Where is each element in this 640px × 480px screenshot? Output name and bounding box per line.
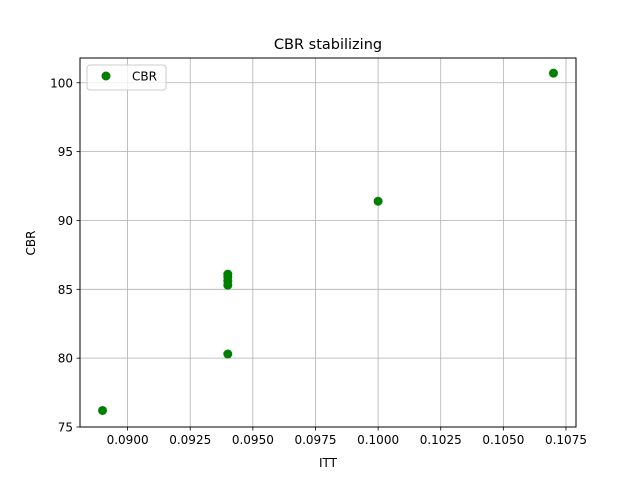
y-tick-label: 75 <box>58 421 73 435</box>
x-tick-label: 0.0900 <box>107 433 149 447</box>
data-points <box>98 68 558 415</box>
x-tick-label: 0.1025 <box>420 433 462 447</box>
plot-frame <box>79 57 577 428</box>
plot-area <box>80 58 576 427</box>
y-tick-label: 80 <box>58 352 73 366</box>
x-axis-label: ITT <box>319 456 338 470</box>
legend-box <box>86 64 167 91</box>
x-tick-label: 0.1000 <box>357 433 399 447</box>
data-point <box>223 269 233 279</box>
y-axis-label: CBR <box>24 231 38 256</box>
data-point <box>223 349 233 359</box>
x-tick-label: 0.0975 <box>294 433 336 447</box>
x-tick-label: 0.1050 <box>482 433 524 447</box>
data-point <box>548 68 558 78</box>
x-tick-label: 0.0925 <box>169 433 211 447</box>
y-axis-ticks: 75 80 85 90 95 100 <box>50 76 80 435</box>
y-tick-label: 100 <box>50 76 73 90</box>
x-tick-label: 0.0950 <box>232 433 274 447</box>
y-tick-label: 90 <box>58 214 73 228</box>
legend-label: CBR <box>132 70 157 84</box>
data-point <box>373 196 383 206</box>
legend-marker <box>101 71 111 81</box>
x-tick-label: 0.1075 <box>545 433 587 447</box>
chart-title: CBR stabilizing <box>274 37 382 53</box>
legend: CBR <box>86 64 167 91</box>
x-axis-ticks: 0.0900 0.0925 0.0950 0.0975 0.1000 0.1025 0.10… <box>107 427 587 447</box>
y-tick-label: 85 <box>58 283 73 297</box>
data-point <box>98 405 108 415</box>
y-tick-label: 95 <box>58 145 73 159</box>
